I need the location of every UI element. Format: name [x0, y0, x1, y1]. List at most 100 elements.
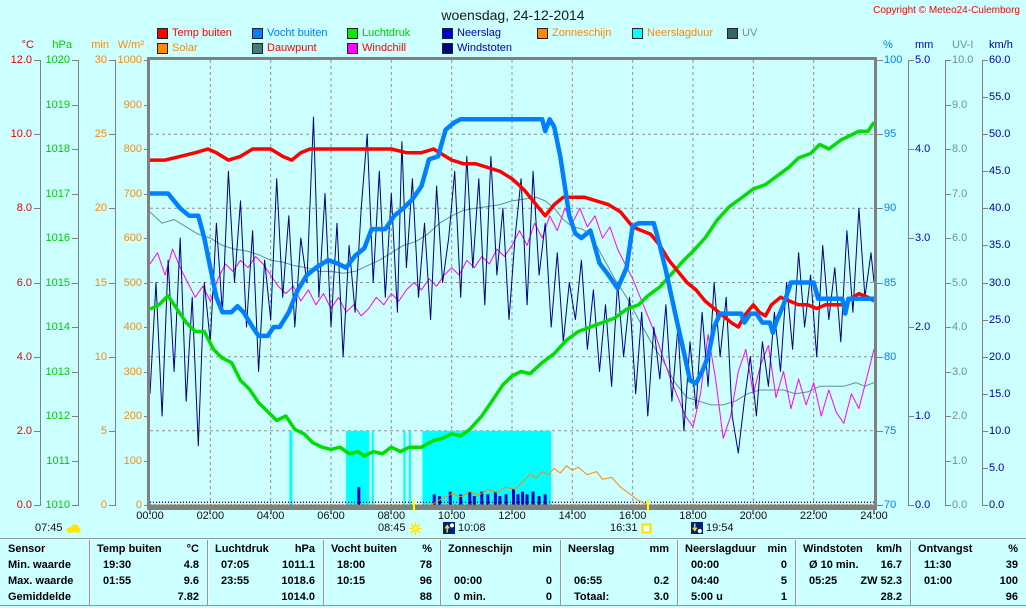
legend-swatch-icon — [727, 27, 738, 39]
axis-tick-label: 1012 — [45, 410, 70, 422]
table-cell-value: 28.2 — [880, 591, 902, 603]
axis-tick — [877, 505, 883, 506]
table-separator — [440, 540, 441, 605]
table-separator-highlight — [561, 540, 562, 605]
legend-label: Luchtdruk — [362, 27, 411, 39]
legend-label: Zonneschijn — [552, 27, 612, 39]
table-cell-value: 1011.1 — [281, 559, 315, 571]
axis-tick — [982, 134, 988, 136]
x-axis-label: 16:00 — [618, 510, 647, 522]
table-cell-time: Totaal: — [574, 591, 610, 603]
axis-tick-label: 20.0 — [989, 350, 1011, 363]
moon-up-icon — [443, 522, 455, 534]
table-cell-value: 100 — [999, 575, 1018, 587]
axis-tick-label: 0 — [135, 499, 142, 511]
marker-time: 10:08 — [458, 522, 486, 534]
axis-tick — [34, 134, 40, 136]
axis-tick-label: 5 — [100, 424, 107, 437]
axis-tick-label: 0.0 — [915, 499, 931, 511]
x-axis-tick — [812, 510, 815, 514]
axis-tick — [945, 104, 951, 106]
x-axis-tick — [692, 510, 694, 514]
legend-label: Neerslagduur — [647, 27, 714, 39]
x-axis-tick — [873, 510, 875, 514]
legend-item-uv: UV — [727, 27, 757, 39]
table-cell-value: 0.2 — [653, 575, 669, 587]
moon-down-icon — [691, 522, 703, 534]
x-axis-label: 02:00 — [196, 510, 225, 522]
legend-swatch-icon — [157, 27, 168, 39]
legend-swatch-icon — [537, 27, 548, 39]
table-row-label: Min. waarde — [8, 559, 71, 571]
table-top-border — [0, 538, 1026, 539]
axis-tick — [72, 416, 78, 417]
axis-line-min — [115, 60, 116, 506]
axis-tick-label: 80 — [884, 350, 897, 363]
series-dauwpunt — [150, 196, 874, 406]
axis-tick — [72, 149, 78, 150]
axis-tick — [109, 356, 115, 358]
table-cell-time: 05:25 — [809, 575, 838, 587]
legend-label: Windchill — [362, 42, 407, 54]
sunset-marker: 16:31 — [610, 521, 652, 535]
legend-swatch-icon — [347, 27, 358, 39]
table-separator-highlight — [796, 540, 797, 605]
table-separator-highlight — [441, 540, 442, 605]
axis-tick-label: 30 — [94, 54, 107, 66]
x-axis-tick — [209, 510, 212, 514]
table-separator — [677, 540, 678, 605]
table-separator-highlight — [911, 540, 912, 605]
axis-tick-label: 400 — [123, 321, 142, 333]
axis-tick — [72, 460, 78, 462]
table-cell-value: 0 — [545, 575, 552, 587]
axis-unit-label: km/h — [989, 39, 1013, 51]
axis-tick-label: 1000 — [117, 54, 142, 66]
axis-tick-label: 30.0 — [989, 276, 1011, 289]
table-header-unit: °C — [186, 543, 199, 555]
axis-tick — [908, 416, 914, 417]
legend-item-windchill: Windchill — [347, 42, 406, 54]
axis-unit-label: mm — [915, 39, 934, 51]
axis-tick — [982, 171, 988, 173]
axis-tick — [72, 371, 78, 373]
axis-tick-label: 600 — [123, 232, 142, 244]
axis-tick-label: 1014 — [45, 321, 70, 333]
table-bottom-border — [0, 605, 1026, 606]
axis-tick-label: 5.0 — [952, 276, 968, 289]
axis-tick — [945, 327, 951, 328]
axis-tick-label: 45.0 — [989, 165, 1011, 178]
legend-label: Windstoten — [457, 42, 513, 54]
x-axis-tick — [269, 510, 272, 514]
axis-tick — [908, 238, 914, 239]
x-axis-label: 06:00 — [317, 510, 345, 522]
axis-tick — [982, 356, 988, 358]
axis-tick-label: 15.0 — [989, 387, 1011, 400]
axis-tick-label: 40.0 — [989, 202, 1011, 215]
axis-line-hPa — [78, 60, 79, 506]
x-axis-tick — [631, 510, 634, 514]
axis-tick — [109, 60, 115, 61]
table-separator — [207, 540, 208, 605]
axis-tick-label: 2.0 — [16, 424, 32, 437]
legend-swatch-icon — [347, 42, 358, 54]
legend-label: Vocht buiten — [267, 27, 328, 39]
legend-swatch-icon — [252, 42, 263, 54]
axis-tick-label: 10.0 — [952, 54, 974, 66]
table-separator — [910, 540, 911, 605]
table-header-name: Windstoten — [803, 543, 863, 555]
axis-tick-label: 6.0 — [16, 276, 32, 289]
series-vocht-buiten — [150, 117, 874, 386]
table-cell-time: 06:55 — [574, 575, 603, 587]
axis-tick-label: 1010 — [45, 499, 70, 511]
axis-tick-label: 0.0 — [952, 499, 968, 511]
axis-tick-label: 12.0 — [10, 54, 32, 66]
table-separator-highlight — [208, 540, 209, 605]
x-axis-tick — [149, 510, 151, 514]
axis-tick — [877, 430, 883, 432]
table-cell-value: 4.8 — [183, 559, 199, 571]
table-cell-value: 1 — [780, 591, 787, 603]
axis-tick-label: 1015 — [45, 276, 70, 289]
legend-item-windstoten: Windstoten — [442, 42, 512, 54]
axis-tick-label: 10 — [94, 350, 107, 363]
